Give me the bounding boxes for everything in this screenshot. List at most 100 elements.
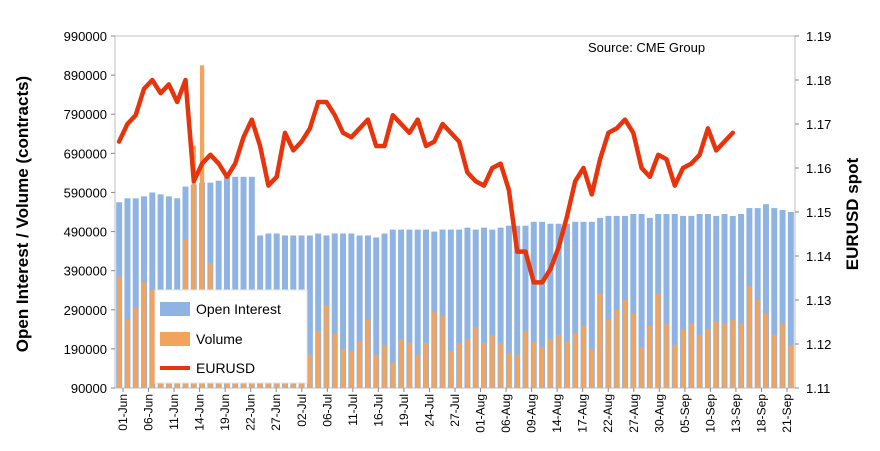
open-interest-bar bbox=[381, 233, 388, 388]
open-interest-bar bbox=[439, 229, 446, 388]
volume-bar bbox=[606, 319, 611, 388]
open-interest-bar bbox=[472, 229, 479, 388]
open-interest-bar bbox=[563, 223, 570, 388]
volume-bar bbox=[556, 335, 561, 388]
volume-bar bbox=[307, 354, 313, 388]
x-tick-label: 27-Jun bbox=[269, 394, 283, 431]
x-tick-label: 21-Sep bbox=[780, 394, 794, 433]
open-interest-bar bbox=[414, 229, 421, 388]
volume-bar bbox=[324, 305, 329, 388]
open-interest-bar bbox=[364, 235, 371, 388]
open-interest-bar bbox=[306, 235, 313, 388]
volume-bar bbox=[440, 315, 445, 388]
open-interest-bar bbox=[680, 215, 687, 388]
open-interest-bar bbox=[331, 233, 338, 388]
volume-bar bbox=[349, 350, 354, 388]
volume-bar bbox=[589, 348, 594, 388]
x-tick-label: 19-Jun bbox=[218, 394, 232, 431]
volume-bar bbox=[515, 354, 520, 388]
open-interest-bar bbox=[232, 176, 239, 388]
volume-bar bbox=[365, 319, 371, 388]
open-interest-bar bbox=[671, 213, 678, 388]
volume-bar bbox=[656, 294, 661, 388]
open-interest-bar bbox=[505, 225, 512, 388]
x-tick-label: 14-Aug bbox=[550, 394, 564, 433]
left-tick-label: 90000 bbox=[71, 381, 107, 396]
x-tick-label: 24-Jul bbox=[423, 394, 437, 427]
volume-bar bbox=[539, 346, 545, 388]
open-interest-bar bbox=[522, 225, 529, 388]
volume-bar bbox=[374, 354, 379, 388]
volume-bar bbox=[672, 344, 677, 388]
open-interest-bar bbox=[779, 210, 786, 388]
open-interest-bar bbox=[315, 233, 322, 388]
open-interest-bar bbox=[422, 229, 429, 388]
open-interest-bar bbox=[638, 213, 645, 388]
open-interest-bar bbox=[223, 176, 230, 388]
volume-bar bbox=[506, 352, 512, 388]
x-tick-label: 09-Aug bbox=[525, 394, 539, 433]
open-interest-bar bbox=[481, 227, 488, 388]
legend-label-open-interest: Open Interest bbox=[196, 301, 281, 317]
x-tick-label: 06-Aug bbox=[499, 394, 513, 433]
volume-bar bbox=[647, 325, 653, 388]
x-tick-label: 17-Aug bbox=[576, 394, 590, 433]
volume-bar bbox=[150, 290, 155, 388]
volume-bar bbox=[390, 362, 395, 388]
open-interest-bar bbox=[497, 227, 504, 388]
volume-bar bbox=[456, 343, 462, 388]
x-tick-label: 01-Aug bbox=[474, 394, 488, 433]
open-interest-bar bbox=[713, 215, 720, 388]
legend-swatch-volume bbox=[160, 332, 190, 346]
open-interest-bar bbox=[373, 237, 380, 388]
right-tick-label: 1.17 bbox=[806, 117, 831, 132]
volume-bar bbox=[465, 339, 470, 388]
eurusd-series-line bbox=[116, 77, 736, 285]
left-tick-label: 490000 bbox=[64, 225, 107, 240]
x-tick-label: 18-Sep bbox=[755, 394, 769, 433]
volume-bar bbox=[763, 313, 769, 388]
volume-bar bbox=[340, 348, 346, 388]
volume-bar bbox=[738, 323, 744, 388]
x-tick-label: 27-Aug bbox=[627, 394, 641, 433]
volume-bar bbox=[664, 323, 669, 388]
x-tick-label: 22-Aug bbox=[601, 394, 615, 433]
volume-bar bbox=[407, 343, 412, 388]
open-interest-bar bbox=[356, 235, 363, 388]
open-interest-bar bbox=[738, 213, 745, 388]
volume-bar bbox=[398, 339, 404, 388]
left-tick-label: 890000 bbox=[64, 68, 107, 83]
open-interest-bar bbox=[248, 176, 255, 388]
open-interest-bar bbox=[514, 225, 521, 388]
eurusd-line bbox=[116, 77, 736, 285]
volume-bar bbox=[498, 343, 503, 388]
volume-bar bbox=[614, 309, 619, 388]
open-interest-bar bbox=[240, 176, 247, 388]
volume-bar bbox=[564, 341, 570, 388]
x-tick-label: 11-Jul bbox=[346, 394, 360, 426]
x-tick-label: 30-Aug bbox=[652, 394, 666, 433]
x-tick-label: 14-Jun bbox=[193, 394, 207, 431]
x-tick-label: 06-Jun bbox=[142, 394, 156, 431]
volume-bar bbox=[597, 294, 603, 388]
legend-swatch-open-interest bbox=[160, 302, 190, 316]
right-tick-label: 1.12 bbox=[806, 337, 831, 352]
x-tick-label: 19-Jul bbox=[397, 394, 411, 427]
volume-bar bbox=[788, 344, 794, 388]
volume-bar bbox=[780, 323, 785, 388]
left-axis-ticks: 990000 890000 790000 690000 590000 490000 3900… bbox=[64, 29, 115, 396]
volume-bar bbox=[141, 282, 147, 388]
x-tick-label: 27-Jul bbox=[448, 394, 462, 427]
open-interest-bar bbox=[539, 221, 546, 388]
left-tick-label: 590000 bbox=[64, 185, 107, 200]
volume-bar bbox=[423, 343, 429, 388]
volume-bar bbox=[730, 319, 735, 388]
open-interest-bar bbox=[132, 198, 139, 388]
legend-label-volume: Volume bbox=[196, 331, 243, 347]
x-tick-label: 02-Jul bbox=[295, 394, 309, 427]
right-axis-title: EURUSD spot bbox=[843, 157, 862, 270]
x-tick-label: 01-Jun bbox=[116, 394, 130, 431]
right-tick-label: 1.11 bbox=[806, 381, 830, 396]
legend-label-eurusd: EURUSD bbox=[196, 360, 255, 376]
